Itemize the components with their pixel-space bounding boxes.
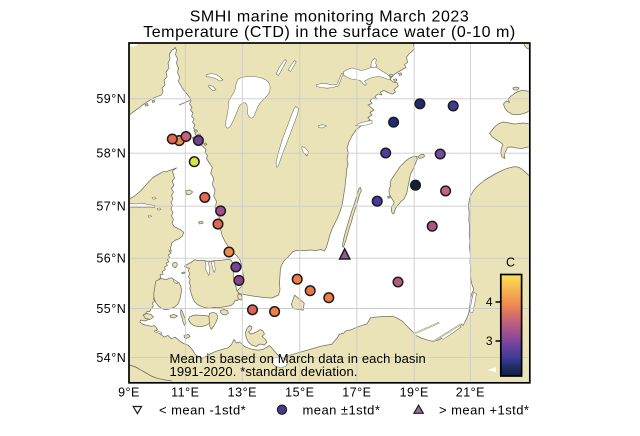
svg-text:C: C xyxy=(506,256,515,270)
svg-text:19°E: 19°E xyxy=(400,385,429,399)
svg-text:59°N: 59°N xyxy=(96,92,126,106)
svg-text:17°E: 17°E xyxy=(342,385,371,399)
svg-text:3: 3 xyxy=(486,334,493,348)
svg-text:< mean -1std*: < mean -1std* xyxy=(159,403,246,418)
svg-text:15°E: 15°E xyxy=(285,385,314,399)
svg-text:21°E: 21°E xyxy=(456,385,485,399)
svg-text:Mean is based on March data in: Mean is based on March data in each basi… xyxy=(170,351,426,366)
svg-text:55°N: 55°N xyxy=(96,302,126,316)
svg-text:mean ±1std*: mean ±1std* xyxy=(303,403,381,418)
svg-text:58°N: 58°N xyxy=(96,147,126,161)
svg-text:4: 4 xyxy=(486,295,493,309)
svg-text:Temperature (CTD) in the surfa: Temperature (CTD) in the surface water (… xyxy=(143,24,516,41)
svg-text:9°E: 9°E xyxy=(118,385,140,399)
svg-text:54°N: 54°N xyxy=(96,351,126,365)
svg-text:11°E: 11°E xyxy=(171,385,199,399)
svg-text:SMHI marine monitoring March 2: SMHI marine monitoring March 2023 xyxy=(190,9,470,26)
svg-text:57°N: 57°N xyxy=(96,200,126,214)
svg-text:56°N: 56°N xyxy=(96,252,126,266)
svg-text:13°E: 13°E xyxy=(228,385,257,399)
svg-text:1991-2020. *standard deviation: 1991-2020. *standard deviation. xyxy=(170,364,358,379)
svg-text:> mean +1std*: > mean +1std* xyxy=(439,403,529,418)
